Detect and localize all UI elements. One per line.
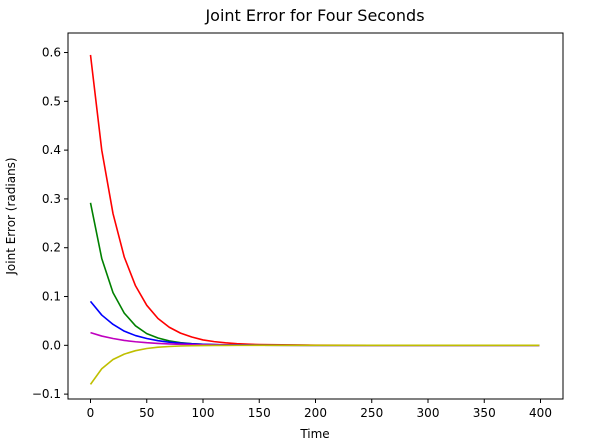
y-tick-label: 0.2	[42, 241, 61, 255]
y-axis: −0.1 0.0 0.1 0.2 0.3 0.4 0.5 0.6	[32, 46, 68, 401]
series-layer	[89, 54, 540, 385]
x-axis: 0 50 100 150 200 250 300 350 400	[87, 399, 552, 420]
x-tick-label: 200	[304, 406, 327, 420]
y-tick-label: −0.1	[32, 387, 61, 401]
x-tick-label: 150	[248, 406, 271, 420]
x-axis-label: Time	[299, 427, 329, 441]
x-tick-label: 50	[139, 406, 154, 420]
x-tick-label: 0	[87, 406, 95, 420]
chart-title: Joint Error for Four Seconds	[204, 6, 424, 25]
y-tick-label: 0.4	[42, 143, 61, 157]
y-axis-label: Joint Error (radians)	[4, 157, 18, 275]
x-tick-label: 100	[192, 406, 215, 420]
series-line-5	[89, 344, 540, 385]
y-tick-label: 0.3	[42, 192, 61, 206]
y-tick-label: 0.0	[42, 338, 61, 352]
x-tick-label: 250	[360, 406, 383, 420]
y-tick-label: 0.6	[42, 46, 61, 60]
y-tick-label: 0.5	[42, 94, 61, 108]
x-tick-label: 350	[473, 406, 496, 420]
x-tick-label: 400	[529, 406, 552, 420]
x-tick-label: 300	[417, 406, 440, 420]
y-tick-label: 0.1	[42, 290, 61, 304]
